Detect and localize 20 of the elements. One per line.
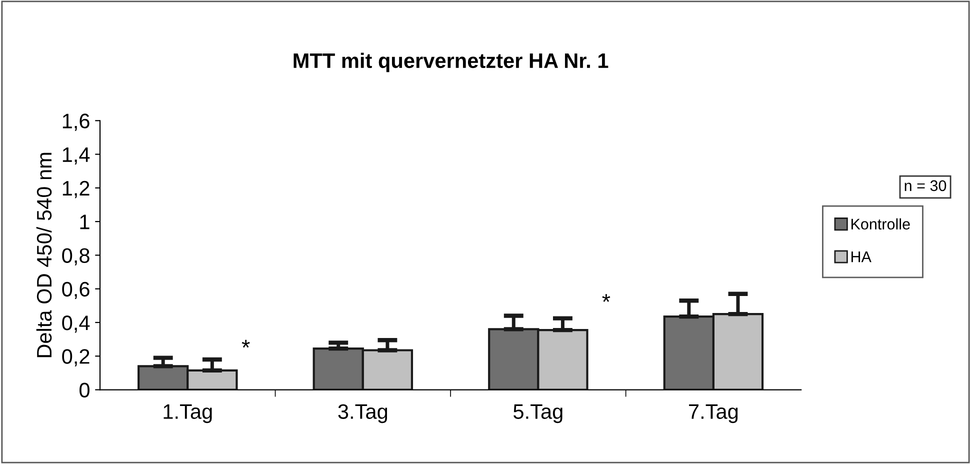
y-axis-title: Delta OD 450/ 540 nm xyxy=(36,152,52,358)
y-tick-label: 1,2 xyxy=(62,180,90,198)
x-tick-label: 5.Tag xyxy=(514,404,562,424)
x-tick-label: 1.Tag xyxy=(164,404,212,424)
text: n = 30 xyxy=(904,180,946,192)
y-tick-label: 0,8 xyxy=(62,248,90,266)
y-tick-label: 0,4 xyxy=(62,315,90,333)
legend-label: HA xyxy=(851,252,872,262)
y-tick-label: 1,6 xyxy=(62,114,90,131)
x-tick-label: 7.Tag xyxy=(689,404,738,424)
y-tick-label: 1 xyxy=(80,214,90,230)
annotation: * xyxy=(242,340,250,348)
y-tick-label: 1,4 xyxy=(62,147,90,164)
y-tick-label: 0,6 xyxy=(62,282,90,300)
x-tick-label: 3.Tag xyxy=(338,404,388,424)
y-tick-label: 0 xyxy=(80,382,90,398)
annotation: * xyxy=(602,294,610,302)
y-tick-label: 0,2 xyxy=(62,349,90,366)
chart-title: MTT mit quervernetzter HA Nr. 1 xyxy=(294,52,608,72)
legend-label: Kontrolle xyxy=(851,218,910,230)
